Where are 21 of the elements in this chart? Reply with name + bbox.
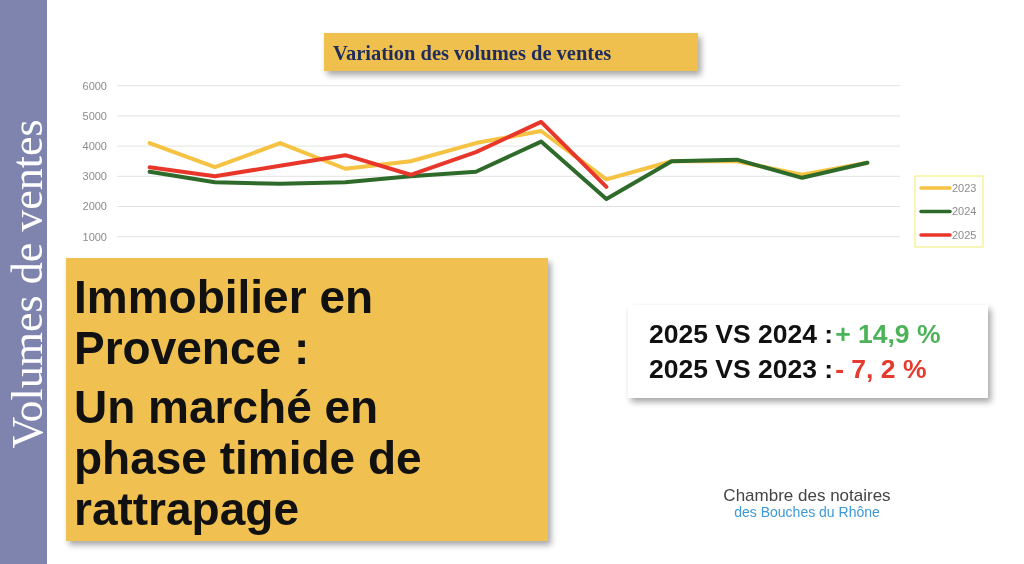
legend-label: 2024: [952, 205, 977, 218]
y-tick-label: 6000: [82, 79, 107, 92]
text: des Bouches du Rhône: [734, 504, 880, 520]
text: Volumes de ventes: [3, 119, 52, 449]
chart-title: Variation des volumes de ventes: [333, 42, 612, 64]
y-tick-label: 2000: [82, 200, 107, 213]
legend-label: 2023: [952, 181, 977, 194]
legend-label: 2025: [952, 228, 977, 241]
y-tick-label: 5000: [82, 109, 107, 122]
line-series: [147, 139, 870, 201]
y-tick-label: 3000: [82, 170, 107, 183]
text: - 7, 2 %: [835, 354, 927, 384]
line-series: [147, 119, 609, 189]
text: 2025 VS 2023 :: [649, 354, 834, 384]
y-tick-label: 4000: [82, 139, 107, 152]
text: + 14,9 %: [835, 319, 941, 349]
y-tick-label: 1000: [82, 230, 107, 243]
text: Chambre des notaires: [723, 486, 891, 505]
text: 2025 VS 2024 :: [649, 319, 834, 349]
text: Un marché en phase timide de rattrapage: [74, 381, 423, 535]
text: Immobilier en Provence :: [74, 271, 375, 374]
